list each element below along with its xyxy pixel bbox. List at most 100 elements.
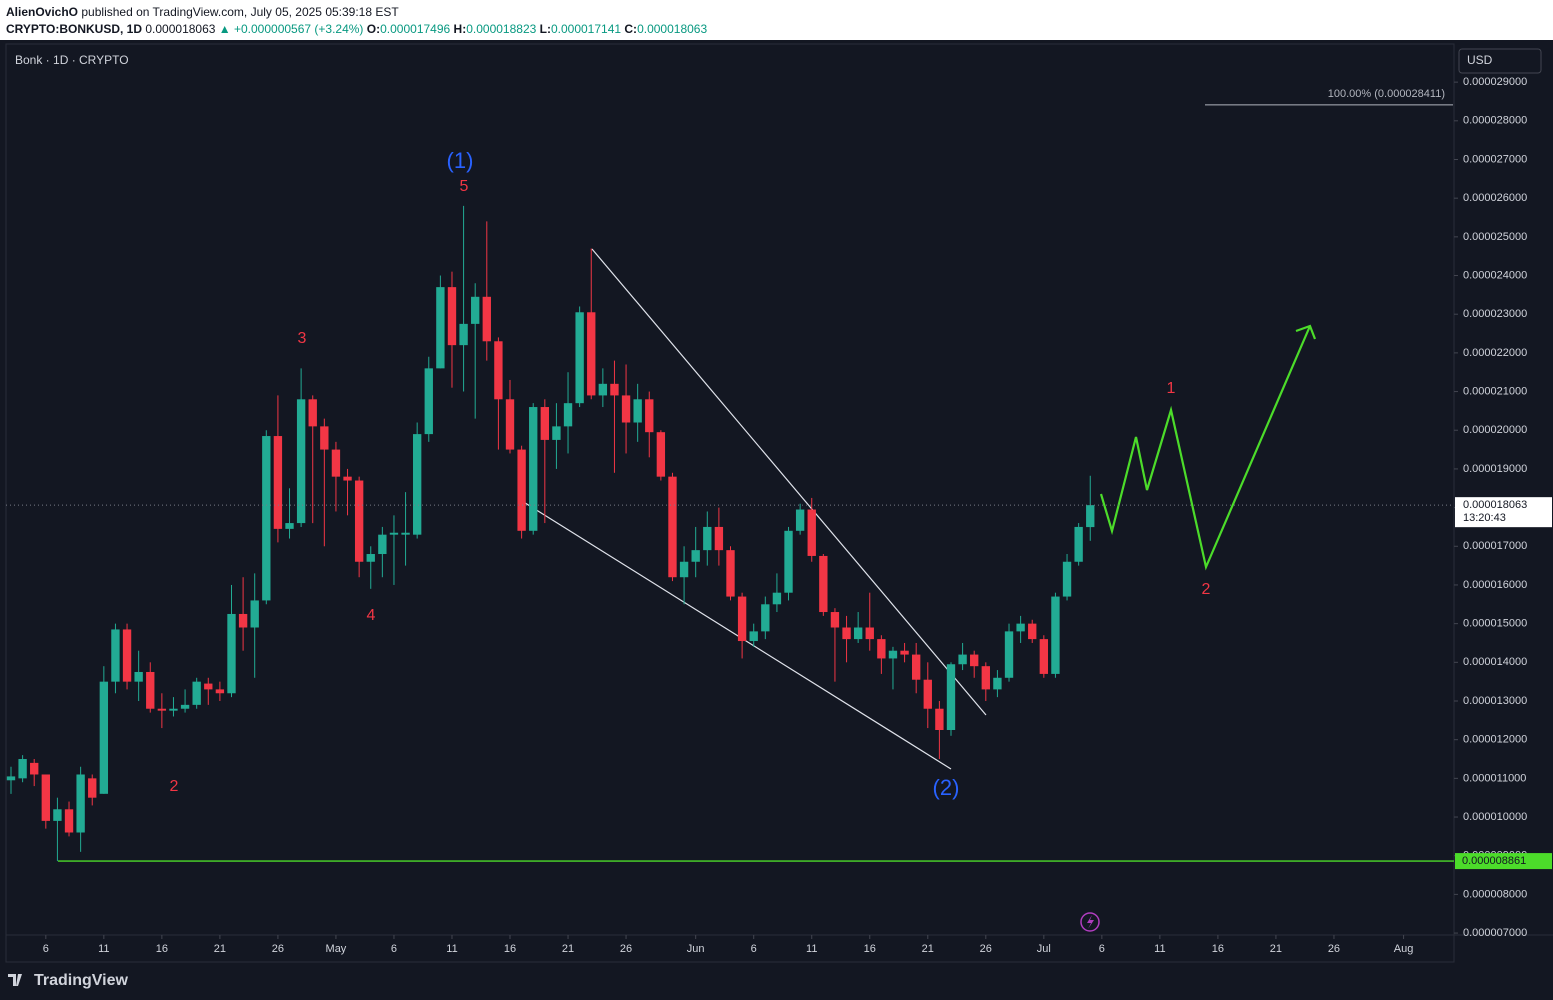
candle-body [946,664,956,731]
candle-body [18,759,27,779]
x-tick-label: 21 [922,943,934,955]
candle-body [41,774,50,821]
candle-body [88,778,97,798]
y-tick-label: 0.000010000 [1463,811,1527,823]
event-icon[interactable] [1080,912,1100,932]
candle-body [505,399,515,450]
candle-body [157,708,167,711]
candle-body [64,809,74,833]
currency-box [1458,48,1542,74]
candle-body [146,671,155,709]
y-tick-label: 0.000024000 [1463,269,1527,281]
wedge-line [521,500,952,770]
countdown: 13:20:43 [1463,512,1506,524]
candle-body [354,480,364,562]
candle-body [1039,639,1049,674]
candle-body [540,407,550,440]
x-tick-label: 16 [504,943,516,955]
o-label: O: [366,22,381,36]
x-tick-label: 21 [562,943,574,955]
c: 0.000018063 [637,22,708,36]
candle-body [911,654,921,680]
wave-label: 2 [170,778,179,795]
candle-body [749,631,758,642]
candle-body [447,287,457,346]
candle-body [981,666,990,690]
candle-body [587,312,596,396]
x-tick-label: Aug [1394,943,1414,955]
published: published on TradingView.com, July 05, 2… [81,5,399,19]
h: 0.000018823 [466,22,537,36]
candle-body [30,762,39,775]
candle-body [900,650,909,655]
candle-body [575,312,584,404]
wave-label: 5 [460,178,469,195]
x-tick-label: 16 [156,943,168,955]
candle-body [1086,505,1095,528]
candle-body [262,436,271,601]
x-tick-label: Jul [1037,943,1051,955]
candle-body [99,681,109,794]
candle-body [180,704,190,709]
x-tick-label: 11 [446,943,457,955]
candle-body [227,613,236,694]
last: 0.000018063 [145,22,216,36]
legend: Bonk · 1D · CRYPTO [15,53,129,67]
candle-body [459,323,468,346]
y-tick-label: 0.000019000 [1463,463,1527,475]
candle-body [366,554,375,562]
support-label: 0.000008861 [1462,855,1526,867]
y-tick-label: 0.000014000 [1463,656,1527,668]
pane [5,43,1455,963]
candle-body [296,399,306,524]
wedge-line [591,248,987,716]
candle-body [563,403,573,427]
y-tick-label: 0.000012000 [1463,734,1527,746]
candle-body [923,679,932,709]
candle-body [819,555,828,613]
x-tick-label: 26 [980,943,992,955]
x-tick-label: 26 [272,943,284,955]
y-tick-label: 0.000022000 [1463,347,1527,359]
wave-label: 1 [1167,380,1176,397]
support-tag [1455,853,1552,870]
candle-body [482,296,491,342]
last-price-label: 0.000018063 [1463,499,1527,511]
candle-body [877,639,886,659]
y-tick-label: 0.000011000 [1463,772,1526,784]
y-tick-label: 0.000029000 [1463,76,1527,88]
candle-body [1074,526,1083,562]
l: 0.000017141 [550,22,622,36]
footer-logo: TradingView [34,972,129,989]
y-tick-label: 0.000023000 [1463,308,1527,320]
candle-body [308,399,317,427]
candle-body [517,449,526,531]
candle-body [1028,623,1037,640]
fib-label: 100.00% (0.000028411) [1328,88,1445,100]
x-tick-label: 11 [1154,943,1165,955]
x-tick-label: 26 [1328,943,1340,955]
wave-label: (2) [933,775,960,800]
candle-body [378,534,387,555]
candle-body [250,600,259,628]
y-tick-label: 0.000026000 [1463,192,1527,204]
candle-body [552,426,561,440]
candle-body [285,523,294,529]
drawings [521,248,1317,932]
candle-body [238,613,248,628]
y-tick-label: 0.000017000 [1463,540,1527,552]
candle-body [424,368,433,435]
candle-body [53,809,62,821]
x-tick-label: 6 [391,943,397,955]
candle-body [668,476,677,578]
x-tick-label: 21 [214,943,226,955]
candle-body [621,395,631,423]
candle-body [865,627,874,640]
x-tick-label: 6 [751,943,757,955]
y-tick-label: 0.000027000 [1463,153,1527,165]
projection-arrowhead [1295,324,1317,340]
x-tick-label: 6 [1099,943,1105,955]
candle-body [853,627,863,640]
x-tick-label: 16 [864,943,876,955]
